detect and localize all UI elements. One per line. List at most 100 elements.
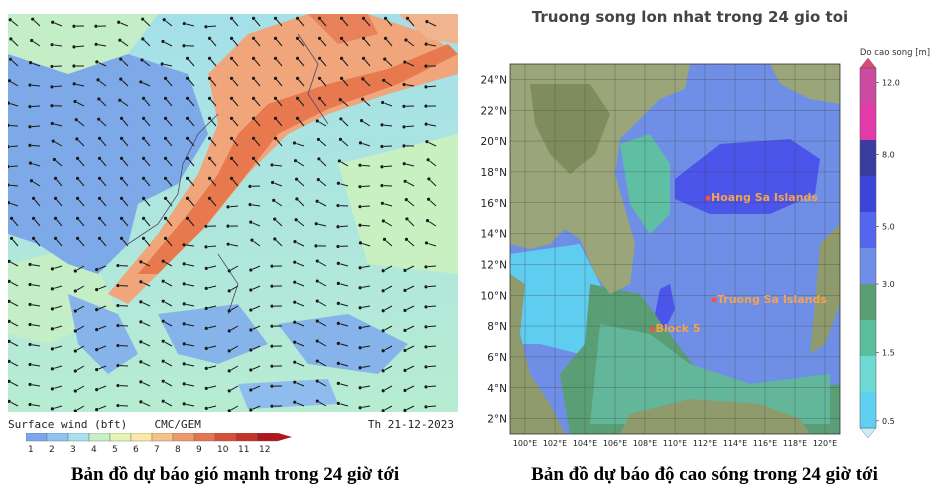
- wind-arrow-head: [424, 64, 428, 68]
- wind-arrow-head: [381, 219, 385, 223]
- wind-arrow: [342, 59, 349, 67]
- wind-arrow: [428, 243, 437, 247]
- wind-arrow: [427, 385, 437, 388]
- wind-arrow-head: [339, 56, 344, 60]
- wind-arrow-head: [204, 245, 208, 249]
- wind-arrow-head: [75, 176, 80, 180]
- wind-arrow: [77, 139, 85, 147]
- wind-arrow: [31, 125, 41, 128]
- wind-arrow-head: [273, 76, 278, 80]
- wind-arrow-head: [295, 16, 300, 20]
- wind-arrow-head: [116, 303, 120, 308]
- wind-arrow: [121, 60, 129, 67]
- wind-arrow: [164, 63, 173, 67]
- wind-scale-tick: 9: [196, 445, 202, 455]
- wind-arrow-head: [204, 346, 208, 350]
- wave-map-caption: Bản đồ dự báo độ cao sóng trong 24 giờ t…: [531, 464, 878, 485]
- colorbar-tick-label: 1.5: [882, 348, 895, 357]
- wind-arrow-head: [96, 78, 100, 82]
- wind-arrow-head: [163, 216, 168, 220]
- wind-arrow-head: [204, 306, 208, 310]
- wind-arrow: [229, 205, 239, 208]
- wind-arrow-head: [381, 409, 385, 412]
- wind-arrow: [32, 344, 41, 347]
- wind-arrow-head: [403, 368, 407, 372]
- wind-arrow-head: [50, 267, 55, 271]
- wind-arrow-head: [295, 96, 300, 100]
- wind-arrow: [100, 159, 107, 167]
- wind-arrow: [55, 160, 63, 167]
- wind-arrow: [296, 382, 305, 387]
- wind-arrow: [429, 200, 437, 207]
- wind-arrow-head: [73, 369, 77, 373]
- wind-arrow: [98, 385, 107, 390]
- wind-arrow: [254, 79, 261, 87]
- wind-arrow-head: [204, 326, 208, 330]
- wind-arrow-head: [8, 165, 10, 169]
- wind-arrow-head: [293, 400, 297, 404]
- wind-arrow: [232, 59, 239, 67]
- wind-arrow: [142, 302, 151, 307]
- wind-arrow-head: [8, 123, 10, 127]
- wind-arrow-head: [31, 216, 36, 220]
- wind-arrow-head: [229, 176, 234, 180]
- wind-arrow-head: [72, 24, 76, 28]
- wind-arrow-head: [251, 96, 256, 100]
- wind-arrow-head: [229, 76, 234, 80]
- wind-arrow-head: [161, 399, 165, 403]
- wind-arrow-head: [293, 260, 297, 264]
- wind-arrow-head: [295, 76, 300, 80]
- wind-arrow-head: [141, 216, 146, 220]
- wind-date: Th 21-12-2023: [367, 418, 454, 431]
- wind-arrow-head: [336, 321, 340, 325]
- wind-arrow: [427, 325, 437, 328]
- wind-arrow: [320, 99, 327, 107]
- wind-arrow: [276, 19, 283, 27]
- wind-arrow-head: [336, 225, 340, 229]
- wind-scale-box: [26, 433, 48, 442]
- wind-scale-tick: 8: [175, 445, 181, 455]
- wind-arrow-head: [182, 382, 186, 386]
- wind-arrow: [384, 305, 393, 311]
- wind-arrow: [361, 224, 371, 227]
- wind-arrow-head: [338, 98, 342, 102]
- wind-arrow: [98, 325, 107, 330]
- wind-arrow-head: [358, 346, 362, 350]
- wind-arrow: [54, 365, 63, 369]
- wind-arrow-head: [50, 327, 55, 331]
- wind-arrow-head: [227, 289, 231, 293]
- wind-arrow: [342, 19, 349, 27]
- wind-arrow-head: [53, 176, 58, 180]
- wind-arrow-head: [361, 36, 366, 40]
- wind-arrow-head: [97, 136, 102, 140]
- wind-arrow-head: [403, 328, 407, 332]
- wind-arrow-head: [402, 144, 406, 148]
- wind-arrow-head: [359, 119, 364, 123]
- wind-arrow-head: [73, 389, 77, 393]
- wind-arrow: [186, 343, 195, 347]
- wind-arrow-head: [427, 177, 431, 181]
- wind-arrow: [427, 285, 437, 288]
- wind-arrow-head: [315, 199, 319, 203]
- wind-arrow: [406, 325, 415, 330]
- wind-arrow: [166, 179, 173, 187]
- wave-colorbar-image: Do cao song [m] 12.0 8.0 5.0 3.0 1.5 0.5: [859, 48, 930, 439]
- wind-arrow: [406, 163, 415, 167]
- wind-arrow: [54, 385, 63, 389]
- wind-arrow-head: [116, 403, 120, 408]
- wind-arrow: [362, 243, 371, 247]
- wind-arrow: [428, 221, 437, 227]
- wind-arrow-head: [97, 97, 101, 101]
- wind-arrow-head: [339, 16, 344, 20]
- wind-arrow-head: [8, 101, 11, 105]
- wind-arrow: [254, 39, 261, 47]
- wind-arrow: [76, 83, 85, 87]
- wind-arrow: [56, 199, 63, 207]
- wind-arrow: [384, 365, 393, 371]
- wind-arrow-head: [402, 162, 406, 166]
- wind-arrow: [363, 80, 371, 87]
- wind-arrow-head: [140, 58, 144, 62]
- place-marker: [711, 297, 717, 303]
- wind-arrows: [8, 16, 437, 412]
- wind-scale-box: [130, 433, 153, 442]
